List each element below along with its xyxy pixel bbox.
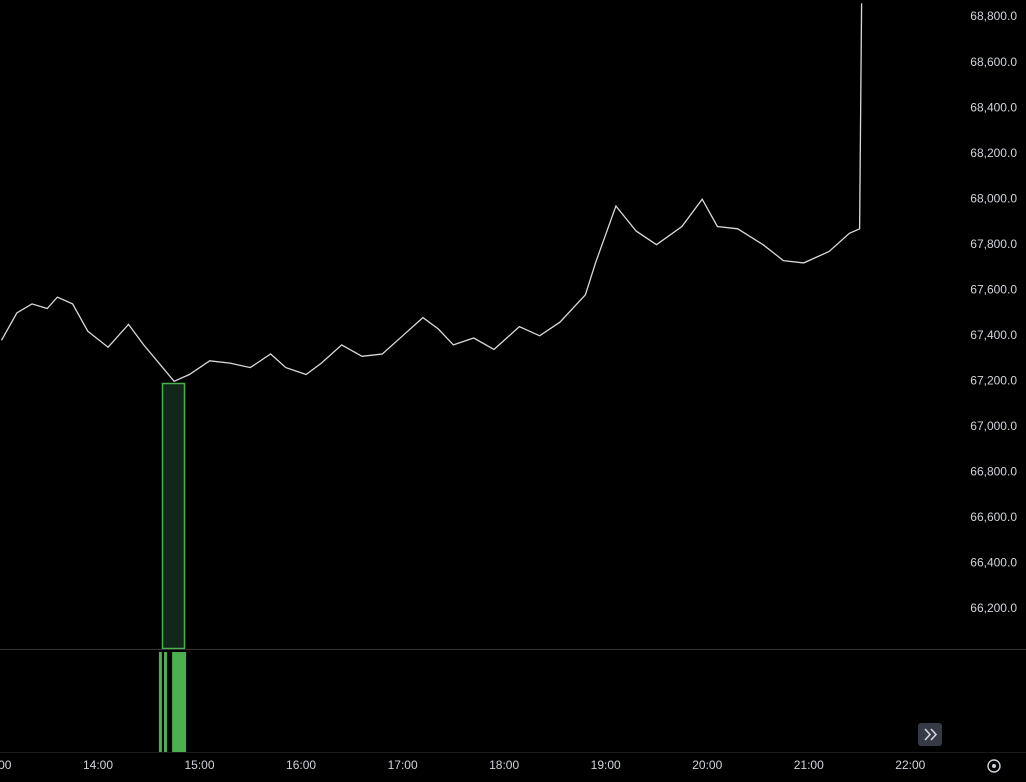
y-tick-label: 68,800.0 [970,9,1017,23]
x-tick-label: 13:00 [0,758,12,772]
scroll-icon[interactable] [924,728,938,741]
settings-icon-dot[interactable] [992,764,996,768]
volume-bar [163,652,167,752]
x-tick-label: 16:00 [286,758,316,772]
settings-button[interactable] [987,759,1001,773]
x-tick-label: 17:00 [388,758,418,772]
y-tick-label: 66,400.0 [970,556,1017,570]
x-tick-label: 22:00 [895,758,925,772]
y-tick-label: 68,200.0 [970,146,1017,160]
y-tick-label: 67,000.0 [970,419,1017,433]
y-tick-label: 66,200.0 [970,601,1017,615]
x-tick-label: 21:00 [794,758,824,772]
price-line [0,3,863,383]
volume-bar [158,652,162,752]
x-tick-label: 20:00 [692,758,722,772]
y-tick-label: 68,000.0 [970,191,1017,205]
settings-icon[interactable] [987,759,1001,773]
highlight-zone [161,382,186,650]
y-tick-label: 68,600.0 [970,55,1017,69]
y-tick-label: 68,400.0 [970,100,1017,114]
y-tick-label: 67,200.0 [970,373,1017,387]
x-tick-label: 18:00 [489,758,519,772]
y-tick-label: 67,400.0 [970,328,1017,342]
volume-bar [172,652,187,752]
y-tick-label: 67,600.0 [970,282,1017,296]
y-tick-label: 66,800.0 [970,465,1017,479]
scroll-button[interactable] [918,723,942,746]
x-tick-label: 14:00 [83,758,113,772]
x-tick-label: 15:00 [185,758,215,772]
x-tick-label: 19:00 [591,758,621,772]
y-tick-label: 66,600.0 [970,510,1017,524]
y-tick-label: 67,800.0 [970,237,1017,251]
